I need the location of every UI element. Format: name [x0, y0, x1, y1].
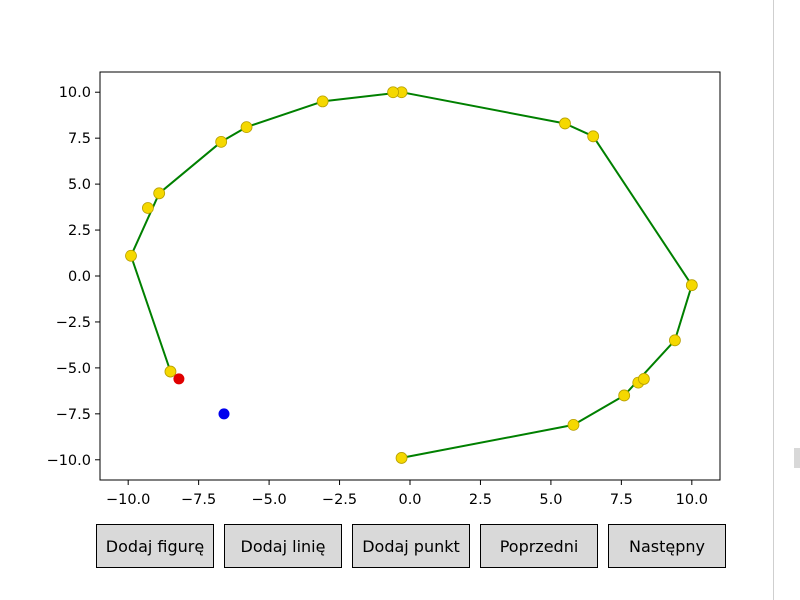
series-line — [130, 91, 693, 459]
x-tick-label: −7.5 — [181, 492, 216, 508]
data-point-marker[interactable] — [559, 117, 571, 130]
previous-button[interactable]: Poprzedni — [480, 524, 598, 568]
add-point-button[interactable]: Dodaj punkt — [352, 524, 470, 568]
y-tick-label: −7.5 — [56, 407, 91, 423]
next-button[interactable]: Następny — [608, 524, 726, 568]
data-point-marker[interactable] — [164, 365, 177, 378]
y-tick-label: −10.0 — [47, 453, 91, 469]
x-tick-label: 5.0 — [539, 492, 562, 508]
y-tick-label: 0.0 — [68, 269, 91, 285]
add-line-button[interactable]: Dodaj linię — [224, 524, 342, 568]
x-tick-label: 0.0 — [398, 492, 421, 508]
y-tick-label: 10.0 — [59, 85, 91, 101]
plot-frame — [99, 71, 721, 481]
y-tick-label: 2.5 — [68, 223, 91, 239]
data-point-marker[interactable] — [387, 86, 399, 99]
y-tick-label: 7.5 — [68, 131, 91, 147]
add-figure-button[interactable]: Dodaj figurę — [96, 524, 214, 568]
highlight-point-red[interactable] — [173, 373, 185, 385]
data-point-marker[interactable] — [142, 202, 154, 214]
data-point-marker[interactable] — [587, 130, 600, 143]
scrollbar-thumb[interactable] — [794, 448, 800, 468]
y-tick-label: −2.5 — [56, 315, 91, 331]
data-point-marker[interactable] — [567, 418, 580, 431]
data-point-marker[interactable] — [669, 334, 681, 347]
x-tick-label: −5.0 — [251, 492, 286, 508]
x-tick-label: 7.5 — [610, 492, 633, 508]
highlight-point-blue[interactable] — [218, 408, 230, 420]
data-point-marker[interactable] — [153, 187, 166, 200]
data-point-marker[interactable] — [638, 373, 650, 385]
x-tick-label: −10.0 — [106, 492, 150, 508]
x-tick-label: 10.0 — [676, 492, 708, 508]
vertical-scrollbar[interactable] — [773, 0, 800, 600]
y-tick-label: 5.0 — [68, 177, 91, 193]
y-tick-label: −5.0 — [56, 361, 91, 377]
data-point-marker[interactable] — [685, 279, 698, 292]
plot-area — [125, 86, 698, 464]
data-point-marker[interactable] — [215, 135, 228, 148]
data-point-marker[interactable] — [618, 389, 631, 402]
data-point-marker[interactable] — [240, 121, 253, 134]
axes: −10.0 −7.5 −5.0 −2.5 0.0 2.5 5.0 7.5 10.0 10.0 7.5… — [47, 71, 721, 508]
data-point-marker[interactable] — [316, 95, 329, 108]
data-point-marker[interactable] — [395, 452, 408, 464]
data-point-marker[interactable] — [125, 249, 137, 262]
x-tick-label: 2.5 — [469, 492, 492, 508]
x-tick-label: −2.5 — [322, 492, 357, 508]
